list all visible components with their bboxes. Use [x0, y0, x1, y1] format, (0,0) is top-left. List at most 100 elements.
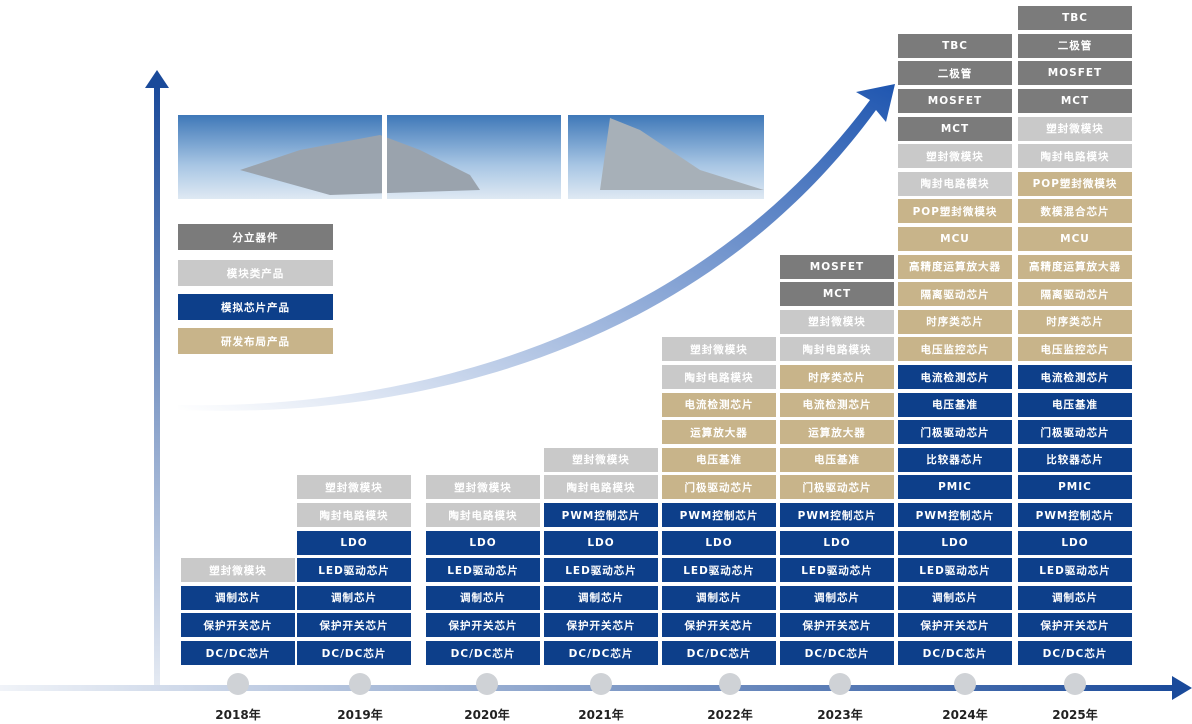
product-box: 电流检测芯片	[898, 365, 1012, 389]
year-label: 2020年	[464, 706, 509, 723]
product-box: 隔离驱动芯片	[1018, 282, 1132, 306]
product-box: 塑封微模块	[662, 337, 776, 361]
product-box: 保护开关芯片	[297, 613, 411, 637]
product-box: 陶封电路模块	[898, 172, 1012, 196]
product-box: 电流检测芯片	[780, 393, 894, 417]
product-box: 时序类芯片	[898, 310, 1012, 334]
product-box: 二极管	[1018, 34, 1132, 58]
product-box: 电压基准	[898, 393, 1012, 417]
product-box: LDO	[1018, 531, 1132, 555]
product-box: MCT	[1018, 89, 1132, 113]
year-label: 2018年	[215, 706, 260, 723]
product-box: PMIC	[1018, 475, 1132, 499]
product-box: POP塑封微模块	[1018, 172, 1132, 196]
year-dot	[954, 673, 976, 695]
product-box: DC/DC芯片	[544, 641, 658, 665]
product-box: 保护开关芯片	[662, 613, 776, 637]
year-dot	[349, 673, 371, 695]
product-box: PWM控制芯片	[544, 503, 658, 527]
year-label: 2022年	[707, 706, 752, 723]
product-box: 二极管	[898, 61, 1012, 85]
product-box: 保护开关芯片	[898, 613, 1012, 637]
product-box: 运算放大器	[662, 420, 776, 444]
product-box: 调制芯片	[544, 586, 658, 610]
product-box: 塑封微模块	[426, 475, 540, 499]
product-box: 高精度运算放大器	[1018, 255, 1132, 279]
product-box: PWM控制芯片	[662, 503, 776, 527]
product-box: 塑封微模块	[181, 558, 295, 582]
product-box: 保护开关芯片	[426, 613, 540, 637]
product-box: 陶封电路模块	[297, 503, 411, 527]
product-box: MOSFET	[1018, 61, 1132, 85]
product-box: 保护开关芯片	[181, 613, 295, 637]
product-box: LED驱动芯片	[662, 558, 776, 582]
product-box: 电压基准	[662, 448, 776, 472]
product-box: PMIC	[898, 475, 1012, 499]
product-box: LED驱动芯片	[544, 558, 658, 582]
product-box: MCU	[898, 227, 1012, 251]
product-box: 门极驱动芯片	[1018, 420, 1132, 444]
legend-item: 模块类产品	[178, 260, 333, 286]
divider	[382, 115, 387, 199]
year-dot	[1064, 673, 1086, 695]
product-box: 保护开关芯片	[1018, 613, 1132, 637]
year-label: 2023年	[817, 706, 862, 723]
year-label: 2024年	[942, 706, 987, 723]
product-box: DC/DC芯片	[898, 641, 1012, 665]
product-box: 塑封微模块	[544, 448, 658, 472]
product-box: LED驱动芯片	[1018, 558, 1132, 582]
product-box: LED驱动芯片	[426, 558, 540, 582]
legend-item: 模拟芯片产品	[178, 294, 333, 320]
product-box: PWM控制芯片	[898, 503, 1012, 527]
product-box: MCU	[1018, 227, 1132, 251]
product-box: 保护开关芯片	[544, 613, 658, 637]
product-box: PWM控制芯片	[1018, 503, 1132, 527]
product-box: LED驱动芯片	[898, 558, 1012, 582]
product-box: 运算放大器	[780, 420, 894, 444]
product-box: 塑封微模块	[297, 475, 411, 499]
year-dot	[476, 673, 498, 695]
product-box: PWM控制芯片	[780, 503, 894, 527]
product-box: 电压监控芯片	[1018, 337, 1132, 361]
product-box: MCT	[898, 117, 1012, 141]
product-box: TBC	[898, 34, 1012, 58]
legend-item: 研发布局产品	[178, 328, 333, 354]
product-box: LDO	[780, 531, 894, 555]
product-box: 调制芯片	[426, 586, 540, 610]
product-box: LED驱动芯片	[297, 558, 411, 582]
y-axis-head	[145, 70, 169, 88]
product-box: DC/DC芯片	[181, 641, 295, 665]
product-box: 陶封电路模块	[426, 503, 540, 527]
product-box: 门极驱动芯片	[662, 475, 776, 499]
product-box: 隔离驱动芯片	[898, 282, 1012, 306]
year-dot	[719, 673, 741, 695]
product-box: 高精度运算放大器	[898, 255, 1012, 279]
product-box: LDO	[544, 531, 658, 555]
product-box: 陶封电路模块	[544, 475, 658, 499]
product-box: 调制芯片	[297, 586, 411, 610]
year-dot	[829, 673, 851, 695]
product-box: 电压基准	[780, 448, 894, 472]
product-box: 门极驱动芯片	[898, 420, 1012, 444]
product-box: DC/DC芯片	[426, 641, 540, 665]
product-box: 调制芯片	[780, 586, 894, 610]
x-axis-head	[1172, 676, 1192, 700]
product-box: DC/DC芯片	[297, 641, 411, 665]
year-label: 2021年	[578, 706, 623, 723]
year-label: 2019年	[337, 706, 382, 723]
product-box: 调制芯片	[1018, 586, 1132, 610]
product-box: DC/DC芯片	[662, 641, 776, 665]
year-label: 2025年	[1052, 706, 1097, 723]
product-box: MOSFET	[780, 255, 894, 279]
page: 分立器件模块类产品模拟芯片产品研发布局产品2018年DC/DC芯片保护开关芯片调…	[0, 0, 1192, 724]
product-box: LDO	[662, 531, 776, 555]
product-box: LDO	[297, 531, 411, 555]
product-box: 比较器芯片	[1018, 448, 1132, 472]
product-box: 调制芯片	[898, 586, 1012, 610]
product-box: LDO	[898, 531, 1012, 555]
legend-item: 分立器件	[178, 224, 333, 250]
product-box: TBC	[1018, 6, 1132, 30]
product-box: 时序类芯片	[1018, 310, 1132, 334]
product-box: 数模混合芯片	[1018, 199, 1132, 223]
product-box: 电压监控芯片	[898, 337, 1012, 361]
